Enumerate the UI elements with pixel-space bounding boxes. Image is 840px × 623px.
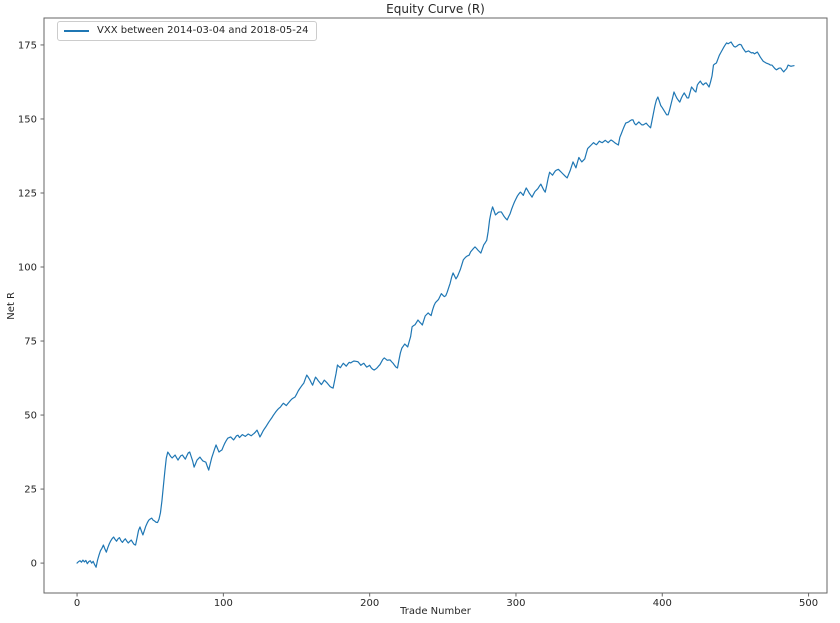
legend-line-sample-icon bbox=[64, 30, 89, 32]
y-tick-label: 150 bbox=[18, 114, 37, 125]
x-tick-label: 300 bbox=[506, 598, 525, 609]
y-tick-label: 50 bbox=[24, 411, 37, 422]
y-tick-label: 100 bbox=[18, 263, 37, 274]
x-tick-label: 0 bbox=[74, 598, 80, 609]
y-tick-label: 25 bbox=[24, 485, 37, 496]
x-tick-label: 100 bbox=[214, 598, 233, 609]
x-tick-label: 400 bbox=[653, 598, 672, 609]
axes-spines bbox=[43, 17, 828, 594]
legend-label: VXX between 2014-03-04 and 2018-05-24 bbox=[97, 25, 309, 36]
x-tick-label: 200 bbox=[360, 598, 379, 609]
x-tick-label: 500 bbox=[799, 598, 818, 609]
x-axis-title: Trade Number bbox=[400, 606, 471, 617]
y-axis-title-wrap: Net R bbox=[6, 18, 17, 593]
y-tick-label: 175 bbox=[18, 40, 37, 51]
y-axis-title: Net R bbox=[6, 291, 17, 320]
legend: VXX between 2014-03-04 and 2018-05-24 bbox=[57, 21, 317, 41]
chart-title: Equity Curve (R) bbox=[386, 2, 485, 16]
y-tick-label: 0 bbox=[31, 559, 37, 570]
y-tick-label: 125 bbox=[18, 188, 37, 199]
y-tick-label: 75 bbox=[24, 337, 37, 348]
equity-curve-line bbox=[76, 41, 795, 568]
